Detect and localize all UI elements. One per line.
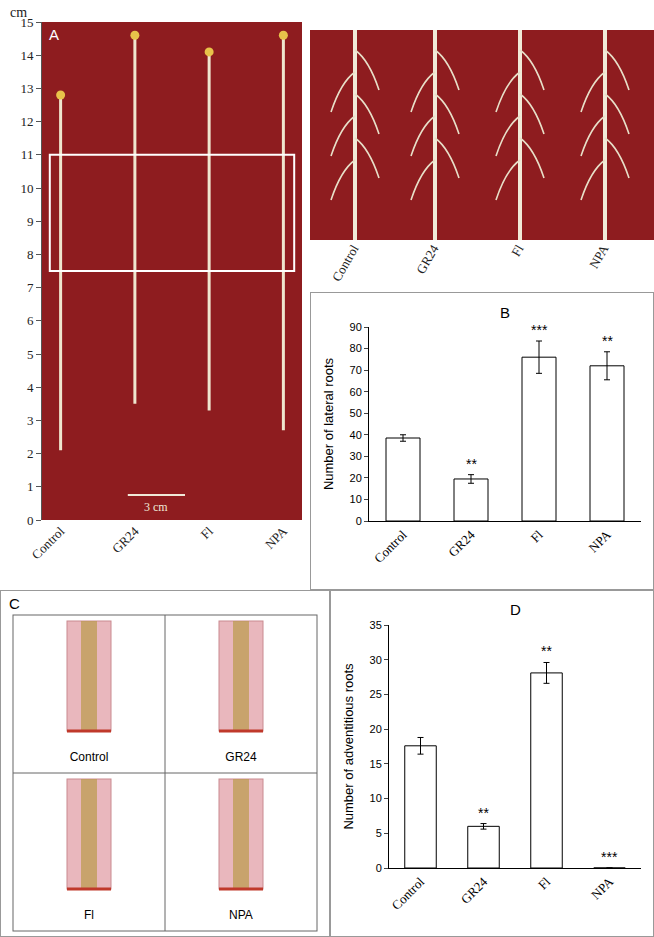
svg-text:10: 10 (20, 181, 33, 196)
svg-text:Fl: Fl (527, 527, 546, 546)
svg-text:10: 10 (350, 493, 362, 505)
svg-text:NPA: NPA (229, 908, 253, 922)
svg-text:NPA: NPA (262, 523, 291, 552)
svg-text:15: 15 (370, 758, 382, 770)
svg-text:70: 70 (350, 364, 362, 376)
svg-text:Control: Control (371, 527, 410, 566)
svg-text:0: 0 (356, 515, 362, 527)
svg-text:10: 10 (370, 792, 382, 804)
svg-text:90: 90 (350, 321, 362, 333)
svg-text:Fl: Fl (198, 523, 217, 542)
svg-text:12: 12 (20, 114, 33, 129)
svg-text:**: ** (602, 333, 613, 349)
svg-text:NPA: NPA (588, 874, 617, 903)
svg-text:30: 30 (370, 654, 382, 666)
svg-text:Control: Control (29, 523, 68, 562)
svg-text:3 cm: 3 cm (144, 500, 168, 514)
svg-text:Number of lateral roots: Number of lateral roots (321, 357, 336, 490)
svg-text:5: 5 (376, 827, 382, 839)
svg-text:6: 6 (27, 313, 34, 328)
svg-text:Number of adventitious roots: Number of adventitious roots (341, 663, 356, 830)
svg-text:50: 50 (350, 407, 362, 419)
svg-text:NPA: NPA (586, 241, 612, 271)
svg-text:**: ** (541, 643, 552, 659)
svg-text:Fl: Fl (84, 908, 94, 922)
svg-text:A: A (49, 26, 59, 43)
svg-text:80: 80 (350, 342, 362, 354)
svg-text:3: 3 (27, 413, 34, 428)
svg-text:13: 13 (20, 81, 33, 96)
svg-text:cm: cm (10, 5, 27, 20)
svg-text:**: ** (466, 456, 477, 472)
svg-text:D: D (510, 601, 521, 618)
svg-text:35: 35 (370, 619, 382, 631)
svg-text:2: 2 (27, 446, 34, 461)
svg-text:0: 0 (27, 513, 34, 528)
svg-text:40: 40 (350, 429, 362, 441)
svg-text:B: B (500, 304, 510, 321)
svg-text:60: 60 (350, 386, 362, 398)
svg-text:8: 8 (27, 247, 34, 262)
svg-text:GR24: GR24 (445, 527, 478, 560)
svg-text:***: *** (531, 322, 548, 338)
svg-text:30: 30 (350, 450, 362, 462)
svg-text:**: ** (478, 805, 489, 821)
svg-text:20: 20 (370, 723, 382, 735)
svg-text:14: 14 (20, 48, 34, 63)
svg-text:Fl: Fl (535, 874, 554, 893)
svg-text:Control: Control (329, 242, 362, 284)
svg-text:25: 25 (370, 688, 382, 700)
svg-text:NPA: NPA (586, 527, 615, 556)
svg-text:9: 9 (27, 214, 34, 229)
svg-text:GR24: GR24 (109, 523, 142, 556)
svg-text:1: 1 (27, 479, 34, 494)
svg-text:4: 4 (27, 380, 34, 395)
svg-text:GR24: GR24 (413, 242, 442, 277)
svg-text:0: 0 (376, 862, 382, 874)
svg-text:11: 11 (21, 147, 34, 162)
svg-text:5: 5 (27, 347, 34, 362)
svg-text:7: 7 (27, 280, 34, 295)
svg-text:C: C (9, 595, 20, 612)
svg-text:Control: Control (389, 874, 428, 913)
svg-text:GR24: GR24 (225, 750, 257, 764)
svg-text:***: *** (601, 849, 618, 865)
svg-text:15: 15 (20, 15, 33, 30)
svg-text:Fl: Fl (508, 242, 527, 259)
svg-text:20: 20 (350, 472, 362, 484)
svg-text:GR24: GR24 (458, 874, 491, 907)
svg-text:Control: Control (70, 750, 109, 764)
